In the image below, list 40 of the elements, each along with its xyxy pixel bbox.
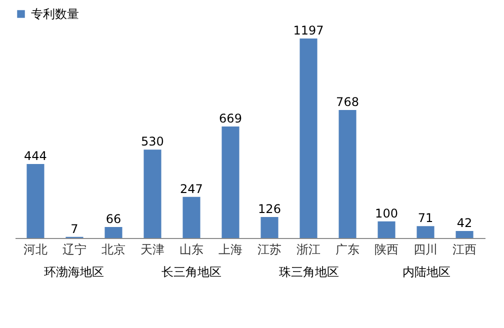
data-label: 768 <box>336 95 359 109</box>
x-tick-label: 四川 <box>414 242 438 256</box>
x-tick-label: 浙江 <box>296 242 321 256</box>
x-tick-label: 河北 <box>23 242 48 256</box>
x-tick-label: 山东 <box>179 242 204 256</box>
data-label: 42 <box>456 216 472 230</box>
text: 长三角地区 <box>161 265 222 279</box>
bar <box>182 196 200 238</box>
bar <box>104 227 122 238</box>
bar <box>378 221 396 238</box>
data-label: 100 <box>375 206 398 220</box>
bar <box>338 110 356 238</box>
bar <box>144 150 162 238</box>
data-label: 247 <box>180 182 203 196</box>
x-tick-label: 陕西 <box>374 242 399 256</box>
data-label: 7 <box>70 222 78 236</box>
bar <box>416 226 434 238</box>
x-tick-label: 广东 <box>336 242 360 256</box>
data-label: 71 <box>418 211 434 226</box>
data-label: 66 <box>106 212 122 226</box>
data-label: 1197 <box>293 24 324 38</box>
data-label: 444 <box>24 149 47 163</box>
x-tick-label: 天津 <box>140 242 164 256</box>
bar <box>26 164 44 238</box>
text: 环渤海地区 <box>44 265 104 279</box>
data-label: 126 <box>258 202 281 216</box>
text: 内陆地区 <box>402 265 450 279</box>
x-tick-label: 江苏 <box>258 242 282 256</box>
bar <box>456 231 474 238</box>
x-tick-label: 辽宁 <box>62 242 86 256</box>
bar <box>260 217 278 238</box>
data-label: 530 <box>141 134 164 149</box>
legend-label: 专利数量 <box>31 7 79 21</box>
bar <box>222 126 240 238</box>
text: 珠三角地区 <box>278 265 339 279</box>
x-tick-label: 北京 <box>101 242 126 256</box>
x-tick-label: 上海 <box>218 242 242 256</box>
bar <box>300 38 318 238</box>
x-tick-label: 江西 <box>452 242 477 256</box>
data-label: 669 <box>219 112 242 126</box>
